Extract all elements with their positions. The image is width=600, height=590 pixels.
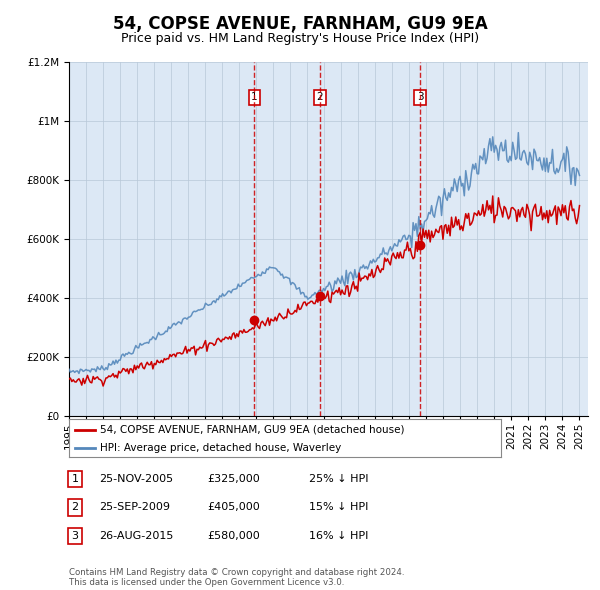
Text: 26-AUG-2015: 26-AUG-2015: [99, 531, 173, 540]
Text: 2: 2: [316, 93, 323, 102]
Text: 54, COPSE AVENUE, FARNHAM, GU9 9EA: 54, COPSE AVENUE, FARNHAM, GU9 9EA: [113, 15, 487, 33]
Text: 3: 3: [71, 531, 79, 540]
Text: 25% ↓ HPI: 25% ↓ HPI: [309, 474, 368, 484]
Text: 15% ↓ HPI: 15% ↓ HPI: [309, 503, 368, 512]
Text: £405,000: £405,000: [207, 503, 260, 512]
Text: 25-NOV-2005: 25-NOV-2005: [99, 474, 173, 484]
Text: £325,000: £325,000: [207, 474, 260, 484]
Text: 25-SEP-2009: 25-SEP-2009: [99, 503, 170, 512]
Text: £580,000: £580,000: [207, 531, 260, 540]
Text: 2: 2: [71, 503, 79, 512]
Text: 3: 3: [417, 93, 424, 102]
Text: 1: 1: [251, 93, 258, 102]
Text: 16% ↓ HPI: 16% ↓ HPI: [309, 531, 368, 540]
Text: 54, COPSE AVENUE, FARNHAM, GU9 9EA (detached house): 54, COPSE AVENUE, FARNHAM, GU9 9EA (deta…: [100, 425, 404, 435]
Text: Price paid vs. HM Land Registry's House Price Index (HPI): Price paid vs. HM Land Registry's House …: [121, 32, 479, 45]
Text: HPI: Average price, detached house, Waverley: HPI: Average price, detached house, Wave…: [100, 442, 341, 453]
Text: 1: 1: [71, 474, 79, 484]
Text: Contains HM Land Registry data © Crown copyright and database right 2024.
This d: Contains HM Land Registry data © Crown c…: [69, 568, 404, 587]
